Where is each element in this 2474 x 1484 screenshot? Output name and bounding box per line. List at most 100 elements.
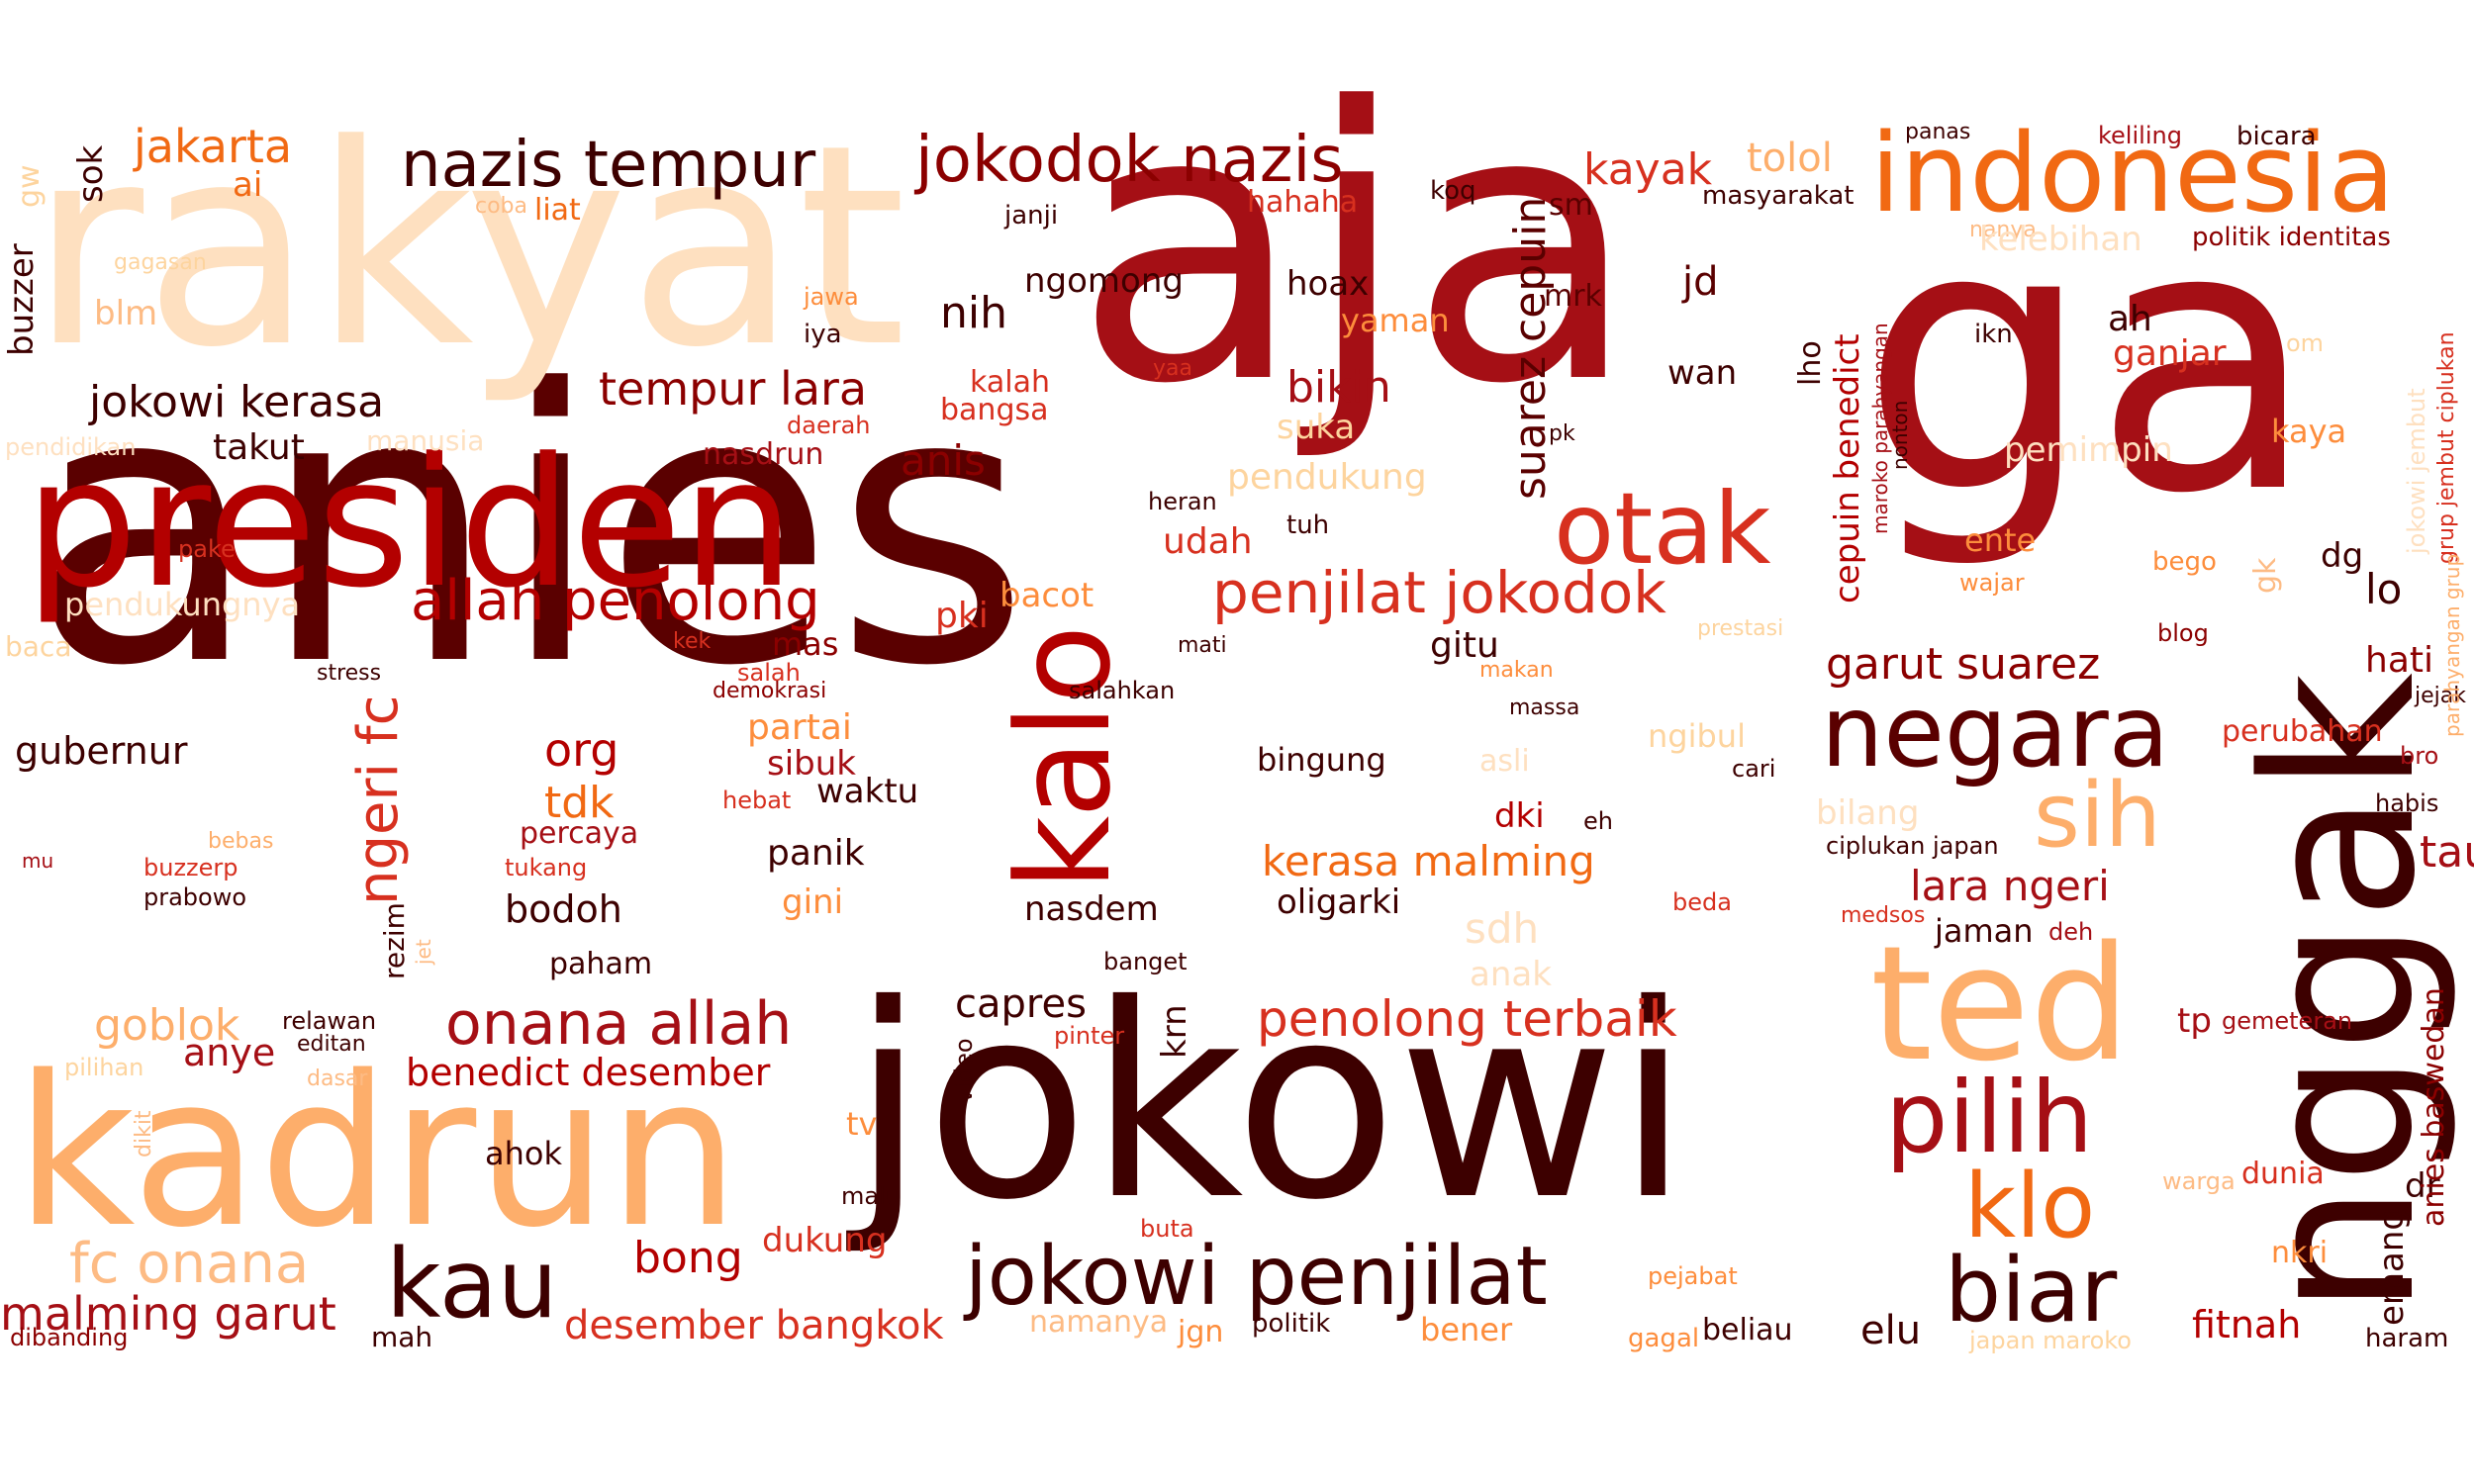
- word-malu: malu: [841, 1182, 901, 1210]
- word-negara: negara: [1821, 674, 2170, 789]
- word-blm: blm: [94, 294, 158, 333]
- word-fitnah: fitnah: [2192, 1303, 2302, 1346]
- word-udah: udah: [1163, 521, 1253, 562]
- word-mrk: mrk: [1544, 279, 1602, 314]
- word-nanya: nanya: [1969, 218, 2037, 242]
- word-nkri: nkri: [2271, 1236, 2329, 1270]
- word-medsos: medsos: [1841, 903, 1926, 928]
- word-cari: cari: [1732, 755, 1776, 783]
- word-panas: panas: [1905, 120, 1971, 144]
- word-maroko-parahyangan: maroko parahyangan: [1868, 323, 1892, 534]
- word-ah: ah: [2108, 299, 2152, 339]
- word-ikn: ikn: [1974, 320, 2013, 349]
- word-manusia: manusia: [366, 424, 485, 457]
- word-ngomong: ngomong: [1024, 261, 1184, 301]
- word-eh: eh: [1583, 807, 1613, 835]
- word-daerah: daerah: [787, 412, 871, 439]
- word-sibuk: sibuk: [767, 744, 856, 784]
- word-kayak: kayak: [1583, 144, 1713, 195]
- word-ga: ga: [1860, 148, 2318, 574]
- word-sih: sih: [2034, 764, 2161, 868]
- word-anis: anis: [901, 436, 986, 485]
- word-mu: mu: [22, 849, 54, 873]
- word-sok: sok: [71, 144, 111, 203]
- word-ente: ente: [1964, 521, 2037, 559]
- word-tempur-lara: tempur lara: [599, 362, 868, 416]
- word-capres: capres: [955, 981, 1087, 1027]
- word-suarez-cepuin: suarez cepuin: [1505, 196, 1556, 500]
- word-dr: dr: [2405, 1166, 2440, 1206]
- word-garut-suarez: garut suarez: [1826, 639, 2101, 690]
- word-onana-allah: onana allah: [445, 989, 793, 1059]
- word-dibanding: dibanding: [10, 1324, 129, 1351]
- word-hati: hati: [2365, 640, 2433, 681]
- word-panik: panik: [767, 833, 865, 874]
- word-ted: ted: [1870, 911, 2131, 1096]
- word-jgn: jgn: [1178, 1315, 1224, 1349]
- word-pilih: pilih: [1885, 1060, 2094, 1175]
- word-elu: elu: [1860, 1308, 1922, 1353]
- word-bebas: bebas: [208, 829, 274, 854]
- word-buta: buta: [1140, 1215, 1194, 1243]
- word-nazis-tempur: nazis tempur: [401, 129, 816, 202]
- word-desember-bangkok: desember bangkok: [564, 1303, 944, 1348]
- word-pki: pki: [935, 596, 989, 636]
- word-otak: otak: [1554, 471, 1771, 587]
- word-ahok: ahok: [485, 1135, 562, 1172]
- word-kalo: kalo: [989, 624, 1139, 890]
- word-gagasan: gagasan: [114, 250, 207, 275]
- word-masyarakat: masyarakat: [1702, 181, 1855, 211]
- word-koq: koq: [1430, 176, 1476, 206]
- word-indonesia: indonesia: [1870, 110, 2396, 236]
- word-perubahan: perubahan: [2222, 714, 2383, 749]
- word-rezim: rezim: [378, 902, 411, 979]
- word-asli: asli: [1479, 744, 1530, 779]
- word-banget: banget: [1103, 948, 1188, 975]
- word-lho: lho: [1793, 340, 1828, 386]
- word-yaa: yaa: [1153, 356, 1192, 381]
- word-heran: heran: [1148, 488, 1217, 515]
- word-gk: gk: [2248, 557, 2283, 594]
- word-coba: coba: [475, 194, 528, 219]
- word-makan: makan: [1479, 658, 1554, 683]
- word-liat: liat: [534, 193, 581, 228]
- word-krn: krn: [1155, 1004, 1194, 1059]
- word-anies: anies: [30, 310, 1031, 748]
- word-dki: dki: [1494, 796, 1545, 836]
- word-org: org: [544, 723, 619, 777]
- word-mah: mah: [371, 1321, 433, 1353]
- word-bilang: bilang: [1816, 793, 1920, 833]
- word-aja: aja: [1074, 28, 1640, 466]
- word-ganjar: ganjar: [2113, 333, 2227, 374]
- word-gw: gw: [12, 164, 47, 208]
- word-hahaha: hahaha: [1247, 185, 1359, 220]
- word-baca: baca: [5, 630, 72, 663]
- word-jakarta: jakarta: [134, 120, 293, 173]
- word-ngibul: ngibul: [1648, 717, 1746, 755]
- word-jokodok-nazis: jokodok nazis: [915, 124, 1344, 197]
- word-prestasi: prestasi: [1697, 616, 1784, 641]
- word-pejabat: pejabat: [1648, 1262, 1738, 1290]
- word-janji: janji: [1004, 201, 1059, 231]
- word-bingung: bingung: [1257, 741, 1386, 779]
- word-stress: stress: [317, 661, 382, 686]
- word-benedict-desember: benedict desember: [406, 1051, 771, 1094]
- word-allah-penolong: allah penolong: [411, 569, 820, 633]
- word-warga: warga: [2162, 1167, 2236, 1195]
- word-yaman: yaman: [1341, 302, 1450, 339]
- word-gini: gini: [782, 882, 844, 922]
- word-kalah: kalah: [970, 365, 1050, 400]
- word-video: video: [950, 1038, 978, 1103]
- word-presiden: presiden: [25, 420, 795, 627]
- word-pinter: pinter: [1054, 1022, 1125, 1050]
- word-bego: bego: [2152, 547, 2217, 577]
- word-dikit: dikit: [132, 1110, 156, 1158]
- word-bong: bong: [633, 1233, 743, 1283]
- word-ai: ai: [233, 165, 263, 205]
- word-buzzer: buzzer: [2, 243, 42, 356]
- word-kelebihan: kelebihan: [1979, 220, 2142, 259]
- word-bodoh: bodoh: [505, 887, 622, 931]
- word-massa: massa: [1509, 696, 1580, 720]
- word-penjilat-jokodok: penjilat jokodok: [1212, 559, 1666, 626]
- word-lo: lo: [2365, 565, 2403, 613]
